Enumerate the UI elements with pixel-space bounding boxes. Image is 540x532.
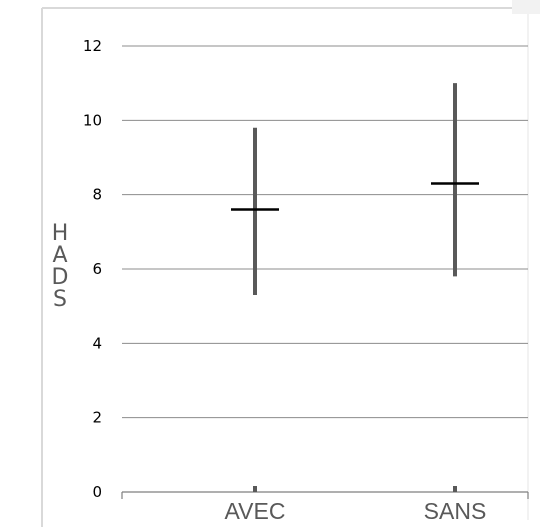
- x-category-label: AVEC: [225, 498, 286, 524]
- y-axis-title-letter: D: [52, 265, 69, 290]
- gridlines: [122, 45, 528, 419]
- x-axis: AVEC SANS: [121, 486, 529, 524]
- y-tick-label: 10: [83, 111, 102, 129]
- y-tick-label: 0: [92, 483, 102, 501]
- y-tick-label: 4: [92, 334, 102, 352]
- error-bars: [231, 83, 479, 296]
- y-axis-title-letter: H: [52, 221, 69, 246]
- frame-corner-shade: [512, 0, 540, 14]
- y-tick-label: 2: [92, 409, 102, 427]
- y-axis-ticks: 0 2 4 6 8 10 12: [83, 37, 102, 501]
- y-tick-label: 8: [92, 186, 102, 204]
- chart-frame: [41, 0, 540, 527]
- y-tick-label: 6: [92, 260, 102, 278]
- y-tick-label: 12: [83, 37, 102, 55]
- y-axis-title-letter: A: [52, 243, 67, 268]
- y-axis-title-letter: S: [53, 287, 67, 312]
- x-category-label: SANS: [424, 498, 487, 524]
